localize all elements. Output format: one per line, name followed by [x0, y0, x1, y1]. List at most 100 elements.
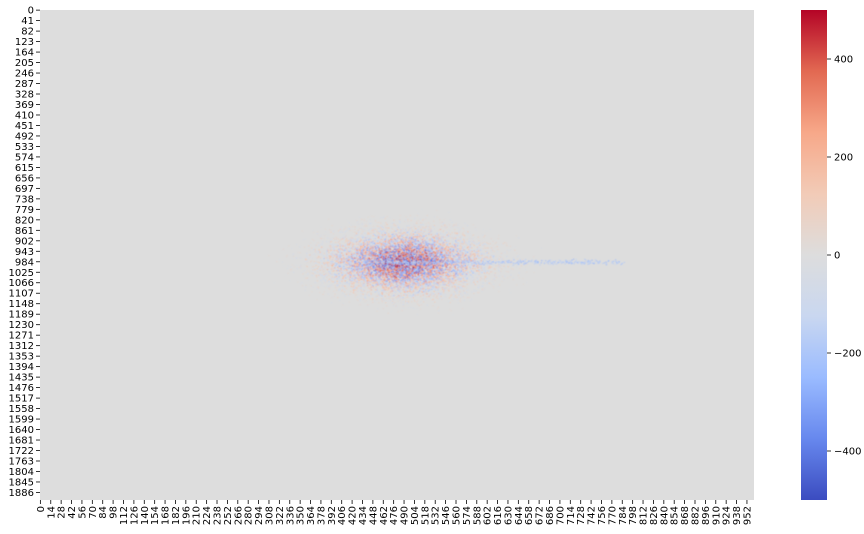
- heatmap-cell: [441, 257, 443, 259]
- heatmap-cell: [384, 268, 387, 270]
- heatmap-cell: [428, 261, 431, 263]
- heatmap-cell: [352, 259, 354, 261]
- heatmap-cell: [366, 275, 368, 277]
- heatmap-cell: [433, 257, 435, 259]
- heatmap-cell: [356, 221, 359, 223]
- heatmap-cell: [338, 258, 340, 260]
- heatmap-cell: [348, 222, 350, 224]
- heatmap-cell: [416, 240, 419, 242]
- heatmap-cell: [456, 232, 458, 234]
- heatmap-cell: [434, 271, 436, 273]
- heatmap-cell: [458, 238, 460, 240]
- heatmap-cell: [475, 253, 477, 255]
- heatmap-cell: [381, 256, 383, 258]
- heatmap-cell: [505, 267, 507, 269]
- heatmap-cell: [381, 239, 383, 241]
- heatmap-cell: [348, 255, 350, 257]
- heatmap-cell: [375, 290, 378, 292]
- heatmap-plot-area: [40, 10, 754, 500]
- heatmap-cell: [370, 274, 373, 276]
- heatmap-cell: [382, 308, 384, 310]
- heatmap-cell: [331, 246, 333, 248]
- heatmap-cell: [377, 246, 379, 248]
- heatmap-cell: [359, 273, 362, 275]
- heatmap-cell: [382, 222, 384, 224]
- heatmap-cell: [463, 280, 465, 282]
- heatmap-cell: [377, 234, 379, 236]
- heatmap-cell: [465, 242, 467, 244]
- heatmap-cell: [328, 218, 330, 220]
- heatmap-cell: [356, 234, 359, 236]
- heatmap-cell: [444, 280, 446, 282]
- heatmap-cell: [327, 248, 329, 250]
- heatmap-cell: [295, 243, 298, 245]
- heatmap-cell: [409, 236, 411, 238]
- heatmap-cell: [470, 261, 472, 263]
- heatmap-cell: [378, 278, 381, 280]
- heatmap-cell: [492, 256, 494, 258]
- heatmap-cell: [424, 280, 426, 282]
- heatmap-cell: [466, 291, 468, 293]
- heatmap-cell: [336, 255, 339, 257]
- heatmap-cell: [350, 271, 352, 273]
- heatmap-cell: [384, 263, 386, 265]
- heatmap-cell: [449, 273, 451, 275]
- heatmap-cell: [430, 269, 432, 271]
- heatmap-cell: [473, 293, 475, 295]
- heatmap-cell: [464, 292, 466, 294]
- heatmap-cell: [439, 232, 441, 234]
- heatmap-cell: [362, 228, 364, 230]
- heatmap-cell: [330, 241, 332, 243]
- heatmap-cell: [366, 282, 368, 284]
- heatmap-cell: [394, 248, 396, 250]
- heatmap-cell: [366, 255, 369, 257]
- heatmap-cell: [356, 261, 358, 263]
- heatmap-cell: [421, 238, 423, 240]
- heatmap-cell: [482, 270, 484, 272]
- heatmap-cell: [431, 259, 434, 261]
- heatmap-cell: [422, 267, 424, 269]
- heatmap-cell: [408, 257, 410, 259]
- heatmap-cell: [368, 261, 370, 263]
- heatmap-cell: [403, 281, 406, 283]
- heatmap-cell: [380, 222, 382, 224]
- heatmap-cell: [320, 266, 323, 268]
- heatmap-cell: [365, 251, 367, 253]
- heatmap-cell: [436, 235, 438, 237]
- heatmap-cell: [453, 266, 455, 268]
- heatmap-cell: [303, 270, 305, 272]
- heatmap-cell: [461, 235, 463, 237]
- heatmap-cell: [440, 253, 442, 255]
- heatmap-cell: [381, 253, 383, 255]
- heatmap-cell: [447, 282, 449, 284]
- heatmap-cell: [367, 221, 369, 223]
- heatmap-cell: [410, 284, 412, 286]
- heatmap-cell: [412, 264, 414, 266]
- heatmap-cell: [428, 267, 431, 269]
- heatmap-cell: [387, 252, 390, 254]
- heatmap-cell: [441, 255, 443, 257]
- heatmap-cell: [393, 223, 395, 225]
- heatmap-cell: [444, 263, 446, 265]
- heatmap-cell: [446, 244, 448, 246]
- heatmap-cell: [354, 289, 356, 291]
- heatmap-cell: [320, 279, 323, 281]
- heatmap-cell: [381, 290, 383, 292]
- heatmap-cell: [436, 238, 438, 240]
- heatmap-cell: [373, 233, 375, 235]
- heatmap-cell: [297, 281, 299, 283]
- heatmap-cell: [339, 274, 341, 276]
- heatmap-cell: [450, 264, 452, 266]
- heatmap-cell: [460, 264, 462, 266]
- heatmap-cell: [365, 294, 367, 296]
- heatmap-cell: [478, 266, 480, 268]
- heatmap-cell: [363, 271, 365, 273]
- heatmap-cell: [413, 282, 415, 284]
- heatmap-cell: [485, 243, 487, 245]
- heatmap-cell: [348, 241, 350, 243]
- heatmap-cell: [371, 215, 373, 217]
- heatmap-cell: [445, 257, 447, 259]
- heatmap-cell: [398, 270, 400, 272]
- heatmap-cell: [408, 290, 410, 292]
- heatmap-cell: [405, 268, 407, 270]
